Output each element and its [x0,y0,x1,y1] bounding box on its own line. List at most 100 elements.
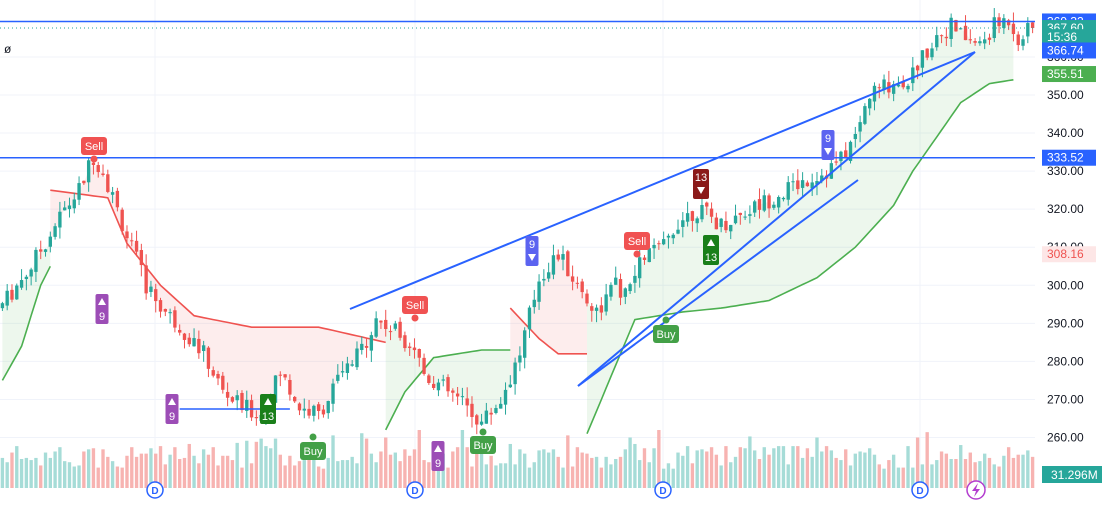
signal-label-box [653,325,679,343]
candle-body [288,379,292,395]
volume-bar [872,454,877,488]
volume-bar [829,450,834,488]
candle-body [695,218,699,224]
volume-bar [283,465,287,488]
td-marker-box [260,394,276,424]
candle-body [312,405,316,416]
volume-bar [489,455,493,488]
candle-body [1030,22,1035,29]
price-tick-label: 280.00 [1047,354,1084,368]
candle-body [724,220,728,231]
candle-body [19,280,24,288]
price-label-text: 333.52 [1047,151,1084,165]
dividend-marker[interactable]: D [406,481,424,499]
volume-bar [254,441,259,488]
volume-bar [753,450,757,488]
candle-body [350,364,354,366]
candle-body [436,382,441,391]
candle-body [987,37,992,40]
candle-body [221,375,225,390]
trend-line[interactable] [577,179,859,387]
signal-label: Sell [628,236,646,248]
sell-signal[interactable]: Sell [81,137,107,163]
dividend-circle [911,481,929,499]
candle-body [709,208,714,217]
volume-bar [34,457,38,488]
candle-body [853,133,857,140]
price-label-supertrend: 355.51 [1042,66,1096,83]
candle-body [374,318,378,337]
candle-body [848,141,853,161]
volume-bar [201,449,206,488]
candle-body [455,393,460,397]
volume-bar [163,464,167,488]
volume-bar [657,430,661,488]
volume-bar [77,465,81,488]
candle-body [944,36,949,39]
candle-body [388,331,393,333]
candle-body [954,19,958,32]
signal-label-box [402,296,428,314]
td-arrow-up-icon [264,398,272,405]
buy-signal[interactable]: Buy [300,433,326,461]
dividend-marker[interactable]: D [654,481,672,499]
candle-body [201,345,206,351]
candle-body [479,421,484,425]
dividend-marker[interactable]: D [146,481,164,499]
trend-line[interactable] [349,51,976,310]
candle-body [441,379,445,381]
volume-bar [484,464,489,488]
candle-body [963,25,968,41]
candle-body [685,213,690,222]
volume-bar [316,466,321,488]
candle-body [5,290,9,306]
td-arrow-up-icon [98,298,106,305]
candle-body [53,226,57,237]
candle-body [906,85,910,90]
volume-bar [700,449,704,488]
candle-body [623,288,627,297]
buy-signal[interactable]: Buy [653,316,679,344]
td-marker: 9 [525,236,539,266]
volume-bar [810,456,814,488]
supertrend-up-line [384,349,511,431]
candle-body [360,343,364,351]
candle-body [882,79,886,90]
sell-signal[interactable]: Sell [624,232,650,258]
td-arrow-down-icon [697,187,705,194]
volume-bar [29,460,33,488]
candle-body [187,337,191,345]
volume-bar [609,464,613,488]
candle-body [532,299,536,308]
candle-body [427,375,431,384]
candle-body [48,236,52,247]
candle-body [690,211,695,221]
candle-body [91,162,96,165]
signal-dot [662,316,670,324]
volume-bar [230,460,235,488]
dividend-marker[interactable]: D [911,481,929,499]
volume-bar [19,459,24,488]
volume-bar [245,440,249,488]
lightning-icon[interactable] [966,480,986,500]
candle-body [719,218,723,227]
volume-bar [206,454,211,488]
td-marker-box [693,169,709,199]
volume-bar [72,466,76,488]
candle-body [594,307,599,311]
candle-body [551,255,556,275]
trend-line[interactable] [577,51,976,387]
candle-body [125,231,129,239]
td-count: 13 [705,252,717,264]
volume-bar [997,466,1001,488]
candle-body [796,180,800,190]
volume-bar [465,447,469,488]
volume-bar [527,467,532,488]
signal-label: Buy [474,440,493,452]
volume-bar [86,449,91,488]
volume-bar [604,456,608,488]
sell-signal[interactable]: Sell [402,296,428,322]
signal-label: Buy [657,329,676,341]
buy-signal[interactable]: Buy [470,428,496,455]
